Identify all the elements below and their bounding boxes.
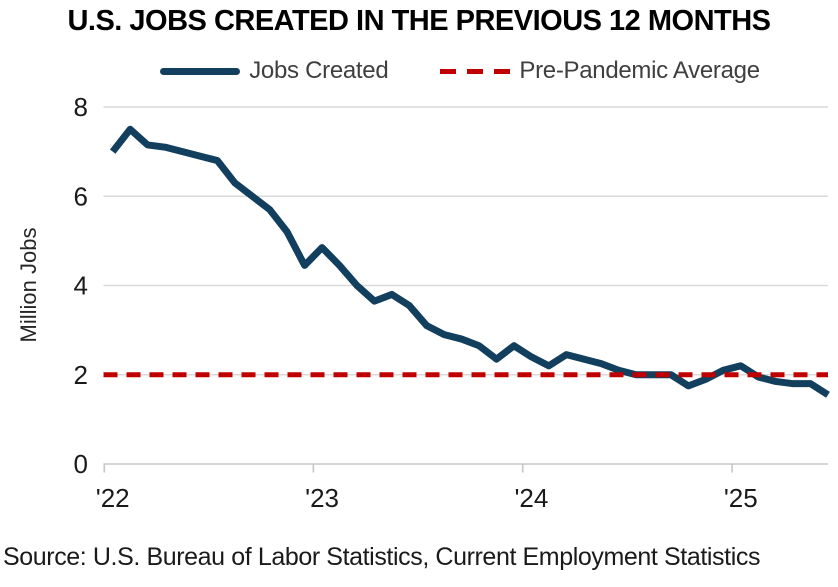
solid-line-swatch-icon (160, 67, 241, 75)
source-text: Source: U.S. Bureau of Labor Statistics,… (3, 543, 761, 571)
x-tick-label-23: '23 (305, 483, 339, 513)
legend-item-jobs-created: Jobs Created (160, 57, 389, 85)
y-tick-label-2: 2 (74, 360, 88, 390)
legend-item-pre-pandemic: Pre-Pandemic Average (440, 57, 760, 85)
x-tick-label-22: '22 (96, 483, 130, 513)
y-tick-label-6: 6 (74, 181, 88, 211)
y-tick-label-8: 8 (74, 92, 88, 122)
y-axis-title: Million Jobs (16, 228, 41, 343)
chart-title: U.S. JOBS CREATED IN THE PREVIOUS 12 MON… (67, 5, 771, 37)
legend-label-jobs-created: Jobs Created (249, 57, 389, 84)
dashed-line-swatch-icon (440, 68, 511, 74)
legend-label-pre-pandemic: Pre-Pandemic Average (519, 57, 760, 84)
x-tick-label-25: '25 (724, 483, 758, 513)
legend: Jobs Created Pre-Pandemic Average (0, 57, 838, 85)
y-tick-label-0: 0 (74, 449, 88, 479)
y-tick-label-4: 4 (74, 271, 88, 301)
x-tick-label-24: '24 (514, 483, 548, 513)
jobs-created-line (109, 125, 830, 398)
